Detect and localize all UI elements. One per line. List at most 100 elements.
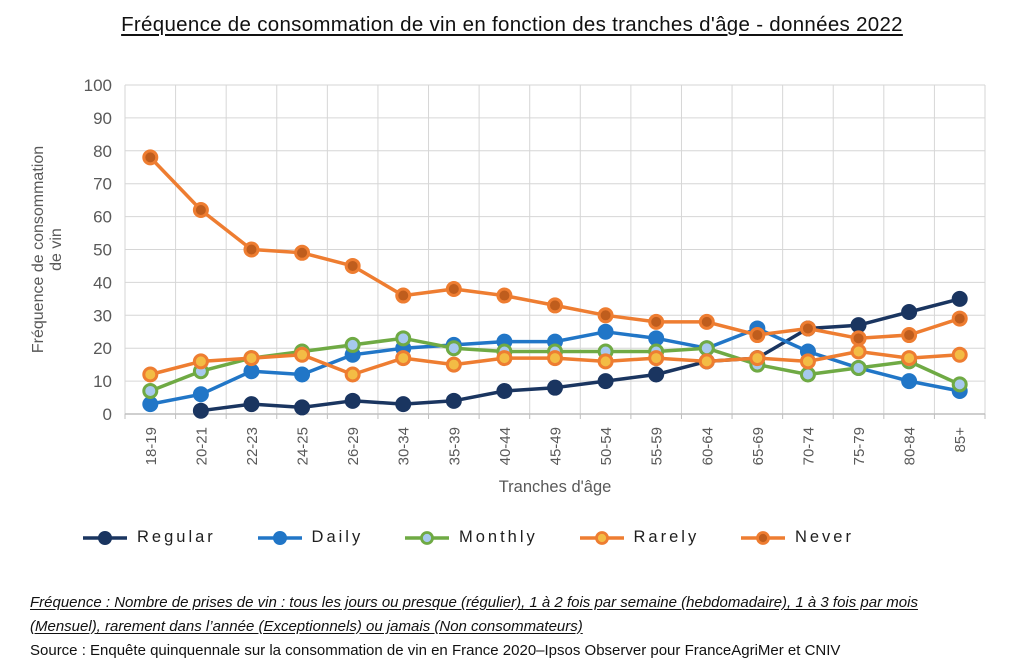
data-point-rarely (395, 350, 412, 367)
data-point-rarely (799, 353, 816, 370)
x-tick-label: 55-59 (649, 427, 666, 465)
y-tick-label: 50 (93, 241, 112, 260)
chart-title: Fréquence de consommation de vin en fonc… (0, 13, 1024, 37)
data-point-rarely (547, 350, 563, 367)
legend-item-regular: Regular (82, 528, 216, 547)
data-point-regular (294, 399, 311, 416)
x-tick-label: 70-74 (800, 427, 817, 465)
data-point-monthly (799, 366, 816, 383)
data-point-never (547, 297, 563, 314)
data-point-regular (597, 373, 614, 390)
data-point-regular (901, 304, 918, 321)
y-axis-title: de vin (48, 228, 65, 271)
data-point-never (749, 327, 766, 344)
legend-label-daily: Daily (311, 528, 364, 546)
data-point-rarely (243, 350, 260, 367)
data-point-rarely (344, 366, 361, 383)
chart-footer: Fréquence : Nombre de prises de vin : to… (30, 591, 996, 663)
legend-marker-rarely (579, 530, 624, 545)
data-point-monthly (698, 340, 715, 357)
y-tick-label: 70 (93, 175, 112, 194)
data-point-never (901, 327, 918, 344)
legend-marker-dot (272, 530, 287, 545)
footnote-line-1: Fréquence : Nombre de prises de vin : to… (30, 594, 918, 611)
data-point-rarely (749, 350, 766, 367)
x-tick-label: 24-25 (295, 427, 312, 465)
data-point-rarely (648, 350, 665, 367)
x-tick-label: 26-29 (345, 427, 362, 465)
data-point-never (799, 320, 816, 337)
y-tick-label: 80 (93, 142, 112, 161)
y-tick-label: 60 (93, 208, 112, 227)
x-tick-label: 40-44 (497, 427, 514, 465)
x-tick-label: 22-23 (244, 427, 261, 465)
data-point-never (648, 313, 665, 330)
y-tick-label: 30 (93, 306, 112, 325)
data-point-regular (547, 379, 563, 396)
data-point-monthly (445, 340, 462, 357)
x-tick-label: 75-79 (851, 427, 868, 465)
x-tick-label: 85+ (952, 427, 969, 453)
chart-legend: Regular Daily Monthly Rarely Never (82, 528, 854, 547)
data-point-monthly (142, 382, 159, 399)
data-point-never (294, 244, 311, 261)
y-tick-label: 0 (103, 405, 112, 424)
data-point-rarely (294, 346, 311, 363)
data-point-never (192, 202, 209, 219)
data-point-regular (648, 366, 665, 383)
data-point-never (951, 310, 968, 327)
legend-marker-dot (98, 530, 112, 545)
legend-label-never: Never (794, 528, 854, 546)
data-point-rarely (192, 353, 209, 370)
legend-label-rarely: Rarely (633, 528, 700, 546)
legend-label-regular: Regular (137, 528, 216, 546)
legend-item-daily: Daily (257, 528, 364, 547)
x-tick-label: 50-54 (598, 427, 615, 465)
data-point-daily (901, 373, 918, 390)
data-point-never (395, 287, 412, 304)
footnote-line-2: (Mensuel), rarement dans l’année (Except… (30, 617, 583, 635)
wine-frequency-line-chart: 0 10 20 30 40 50 60 70 80 90 100 18-19 20-21 22-23 24-… (30, 76, 986, 496)
data-point-rarely (445, 356, 462, 373)
x-tick-label: 20-21 (193, 427, 210, 465)
data-point-regular (496, 382, 513, 399)
legend-label-monthly: Monthly (458, 528, 538, 546)
x-tick-label: 35-39 (446, 427, 463, 465)
y-tick-label: 40 (93, 273, 112, 292)
data-point-monthly (395, 330, 412, 347)
data-point-rarely (597, 353, 614, 370)
source-line: Source : Enquête quinquennale sur la con… (30, 642, 841, 659)
data-point-rarely (142, 366, 159, 383)
legend-marker-daily (257, 530, 302, 545)
data-point-never (698, 313, 715, 330)
legend-item-monthly: Monthly (404, 528, 538, 547)
data-point-regular (395, 396, 412, 413)
data-point-daily (597, 323, 614, 340)
x-tick-label: 18-19 (143, 427, 160, 465)
x-axis-title: Tranches d'âge (499, 478, 612, 496)
data-point-monthly (951, 376, 968, 393)
data-point-never (850, 330, 867, 347)
y-tick-label: 100 (84, 76, 112, 95)
data-point-never (445, 280, 462, 297)
data-point-never (142, 149, 159, 166)
legend-marker-dot (420, 530, 434, 545)
data-point-regular (192, 402, 209, 419)
series-line-regular (200, 297, 961, 413)
legend-marker-dot (594, 530, 609, 545)
legend-marker-never (740, 530, 785, 545)
data-point-regular (344, 392, 361, 409)
legend-marker-regular (83, 530, 127, 545)
data-point-daily (192, 386, 209, 403)
x-tick-label: 65-69 (750, 427, 767, 465)
y-axis-title: Fréquence de consommation (30, 146, 47, 353)
data-point-rarely (496, 350, 513, 367)
data-point-never (496, 287, 513, 304)
data-point-monthly (344, 336, 361, 353)
chart-title-text: Fréquence de consommation de vin en fonc… (121, 13, 903, 36)
data-point-monthly (850, 359, 867, 376)
y-tick-label: 10 (93, 372, 112, 391)
legend-item-never: Never (740, 528, 854, 547)
data-point-rarely (951, 346, 968, 363)
